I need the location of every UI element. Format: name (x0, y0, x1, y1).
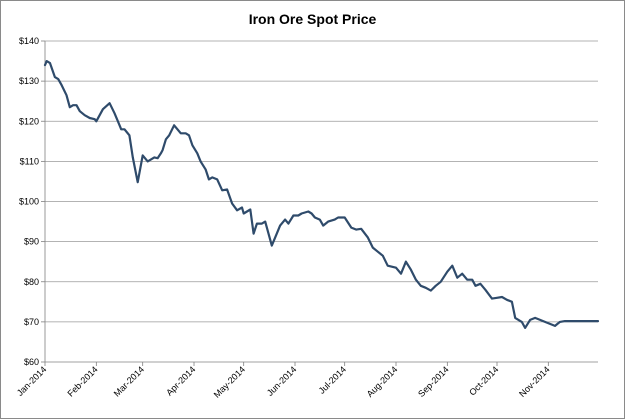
y-tick-label: $90 (24, 237, 39, 247)
x-tick-label: Nov-2014 (517, 364, 552, 399)
y-tick-label: $60 (24, 357, 39, 367)
series-line (43, 59, 600, 329)
x-tick-label: Oct-2014 (467, 364, 500, 397)
x-tick-label: Jul-2014 (317, 364, 348, 395)
y-tick-label: $120 (19, 116, 39, 126)
x-tick-label: Apr-2014 (164, 364, 197, 397)
y-tick-label: $130 (19, 76, 39, 86)
y-tick-label: $70 (24, 317, 39, 327)
y-tick-label: $80 (24, 277, 39, 287)
chart-title: Iron Ore Spot Price (248, 11, 377, 27)
x-tick-label: Jun-2014 (265, 364, 299, 398)
x-tick-label: Feb-2014 (65, 364, 99, 398)
y-tick-label: $110 (20, 156, 39, 166)
y-tick-label: $100 (19, 197, 39, 207)
x-tick-label: Sep-2014 (416, 364, 451, 399)
x-tick-label: May-2014 (212, 364, 247, 399)
x-tick-label: Jan-2014 (15, 364, 49, 398)
x-tick-label: Mar-2014 (112, 364, 146, 398)
y-tick-label: $140 (19, 36, 39, 46)
x-tick-label: Aug-2014 (365, 364, 400, 399)
